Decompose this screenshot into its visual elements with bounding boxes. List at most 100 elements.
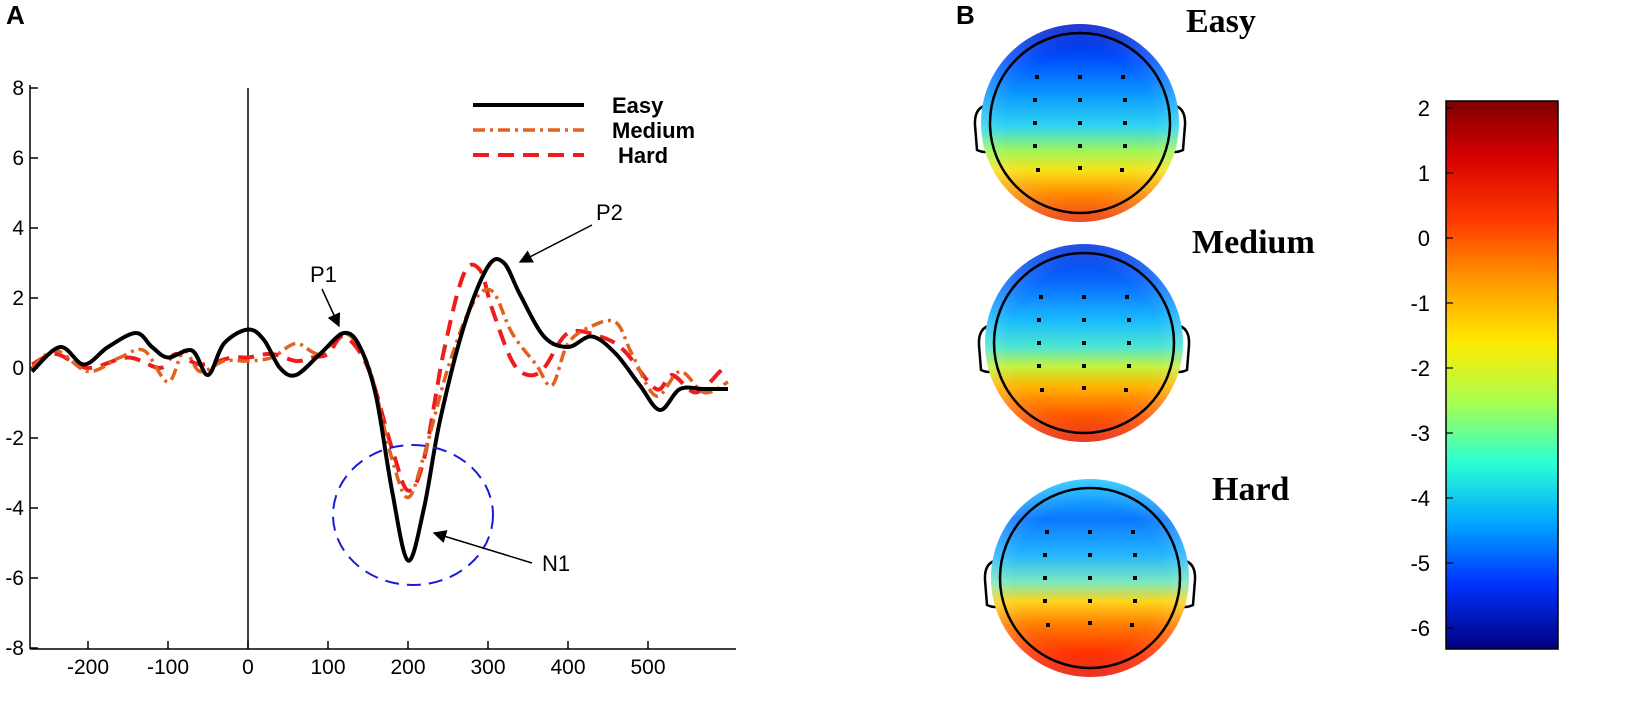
p1-arrow (321, 288, 341, 328)
x-tick-label: -100 (147, 656, 189, 679)
y-tick-label: 8 (12, 77, 24, 100)
topomap-title-medium: Medium (1192, 224, 1315, 261)
y-tick-label: 4 (12, 217, 24, 240)
electrode-dot (1131, 530, 1135, 534)
annotation-p2: P2 (596, 200, 623, 225)
electrode-grid-easy (1033, 75, 1127, 172)
electrode-dot (1037, 364, 1041, 368)
y-tick-label: 6 (12, 147, 24, 170)
y-tick-label: -4 (5, 497, 24, 520)
colorbar-tick-label: -2 (1410, 356, 1430, 381)
electrode-dot (1133, 576, 1137, 580)
electrode-dot (1078, 144, 1082, 148)
electrode-dot (1033, 121, 1037, 125)
electrode-dot (1046, 623, 1050, 627)
n1-highlight-circle (332, 444, 494, 586)
colorbar-tick-label: -1 (1410, 291, 1430, 316)
electrode-dot (1082, 364, 1086, 368)
electrode-dot (1088, 599, 1092, 603)
colorbar-tick-label: -5 (1410, 551, 1430, 576)
topomap-medium: Medium (977, 224, 1315, 442)
head-outline-icon (998, 486, 1182, 670)
x-tick-label: 100 (310, 656, 345, 679)
colorbar-tick-label: 1 (1418, 161, 1430, 186)
p2-arrow (518, 224, 593, 263)
colorbar-ticks: 2 1 0 -1 -2 -3 -4 -5 -6 (1410, 96, 1453, 641)
colorbar-tick-label: -6 (1410, 616, 1430, 641)
y-ticks: -8 -6 -4 -2 0 2 4 6 8 (5, 77, 38, 660)
head-outline-icon (992, 251, 1176, 435)
legend-label-hard: Hard (618, 143, 668, 168)
electrode-grid-hard (1043, 530, 1137, 627)
electrode-dot (1082, 386, 1086, 390)
electrode-dot (1123, 98, 1127, 102)
electrode-dot (1088, 576, 1092, 580)
colorbar-gradient (1445, 100, 1559, 650)
electrode-dot (1078, 98, 1082, 102)
electrode-dot (1033, 98, 1037, 102)
electrode-dot (1088, 530, 1092, 534)
electrode-dot (1123, 121, 1127, 125)
annotation-p1: P1 (310, 262, 337, 287)
panel-label-b: B (956, 0, 975, 30)
x-tick-label: 400 (550, 656, 585, 679)
electrode-dot (1088, 621, 1092, 625)
electrode-dot (1043, 599, 1047, 603)
colorbar-tick-label: -4 (1410, 486, 1430, 511)
topomap-title-hard: Hard (1212, 471, 1290, 508)
series-line-hard (31, 262, 730, 493)
legend-label-easy: Easy (612, 93, 664, 118)
x-ticks: -200 -100 0 100 200 300 400 500 (67, 641, 666, 679)
electrode-dot (1078, 75, 1082, 79)
head-outline-icon (988, 31, 1172, 215)
electrode-dot (1045, 530, 1049, 534)
electrode-dot (1133, 553, 1137, 557)
colorbar-tick-label: 2 (1418, 96, 1430, 121)
series-line-easy (30, 257, 728, 563)
legend: Easy Medium Hard (473, 93, 695, 168)
electrode-dot (1123, 144, 1127, 148)
series-line-medium (30, 287, 729, 500)
electrode-dot (1078, 166, 1082, 170)
colorbar: 2 1 0 -1 -2 -3 -4 -5 -6 (1410, 96, 1559, 650)
electrode-dot (1127, 318, 1131, 322)
topomap-hard: Hard (983, 471, 1290, 677)
x-tick-label: 200 (390, 656, 425, 679)
y-tick-label: 2 (12, 287, 24, 310)
y-tick-label: -8 (5, 637, 24, 660)
electrode-dot (1082, 341, 1086, 345)
topomap-easy: Easy (973, 3, 1256, 222)
y-tick-label: -6 (5, 567, 24, 590)
topomap-title-easy: Easy (1186, 3, 1256, 40)
x-tick-label: 300 (470, 656, 505, 679)
annotation-n1: N1 (542, 551, 570, 576)
electrode-dot (1043, 576, 1047, 580)
electrode-dot (1078, 121, 1082, 125)
erp-line-chart: -8 -6 -4 -2 0 2 4 6 8 -200 -100 0 100 200 300 400 500 P… (5, 77, 736, 679)
electrode-dot (1043, 553, 1047, 557)
electrode-dot (1082, 295, 1086, 299)
electrode-dot (1033, 144, 1037, 148)
electrode-dot (1127, 341, 1131, 345)
x-tick-label: 500 (630, 656, 665, 679)
electrode-dot (1127, 364, 1131, 368)
electrode-dot (1121, 75, 1125, 79)
electrode-dot (1036, 168, 1040, 172)
electrode-dot (1125, 295, 1129, 299)
electrode-dot (1120, 168, 1124, 172)
electrode-dot (1082, 318, 1086, 322)
colorbar-tick-label: -3 (1410, 421, 1430, 446)
x-tick-label: -200 (67, 656, 109, 679)
legend-label-medium: Medium (612, 118, 695, 143)
colorbar-tick-label: 0 (1418, 226, 1430, 251)
electrode-dot (1037, 318, 1041, 322)
electrode-dot (1040, 388, 1044, 392)
electrode-dot (1124, 388, 1128, 392)
panel-label-a: A (6, 0, 25, 30)
electrode-dot (1130, 623, 1134, 627)
y-tick-label: -2 (5, 427, 24, 450)
electrode-dot (1035, 75, 1039, 79)
electrode-dot (1133, 599, 1137, 603)
x-tick-label: 0 (242, 656, 254, 679)
